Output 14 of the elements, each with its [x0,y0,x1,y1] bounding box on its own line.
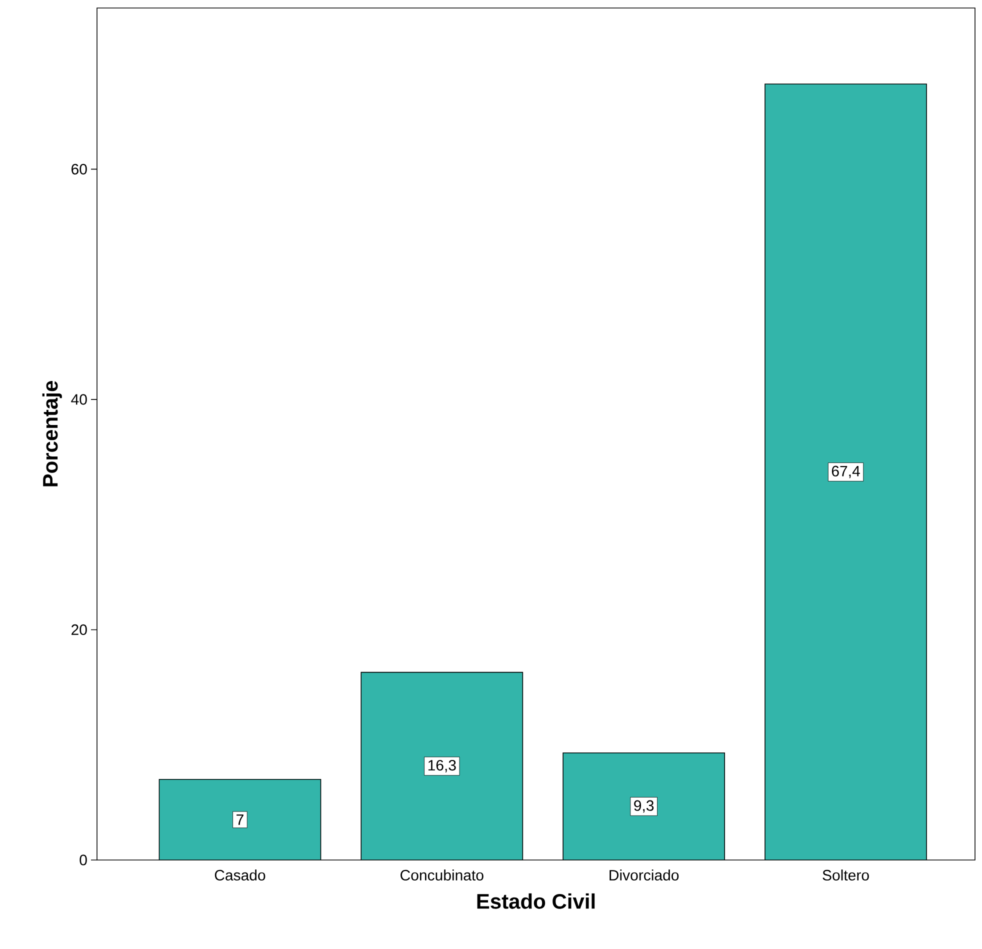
x-tick-label: Divorciado [610,870,679,881]
y-tick-label: 0 [80,854,87,866]
data-label: 67,4 [832,466,860,478]
x-tick-label: Soltero [822,870,869,881]
y-axis-title: Porcentaje [42,381,62,486]
x-tick-label: Concubinato [400,870,484,881]
y-tick-label: 40 [71,394,87,405]
y-tick-label: 60 [72,164,87,174]
data-label: 7 [236,814,244,825]
data-label: 16,3 [428,760,456,772]
x-axis-title: Estado Civil [477,893,595,909]
y-tick-label: 20 [72,624,87,636]
data-label: 9,3 [634,800,654,813]
x-tick-label: Casado [214,870,266,881]
